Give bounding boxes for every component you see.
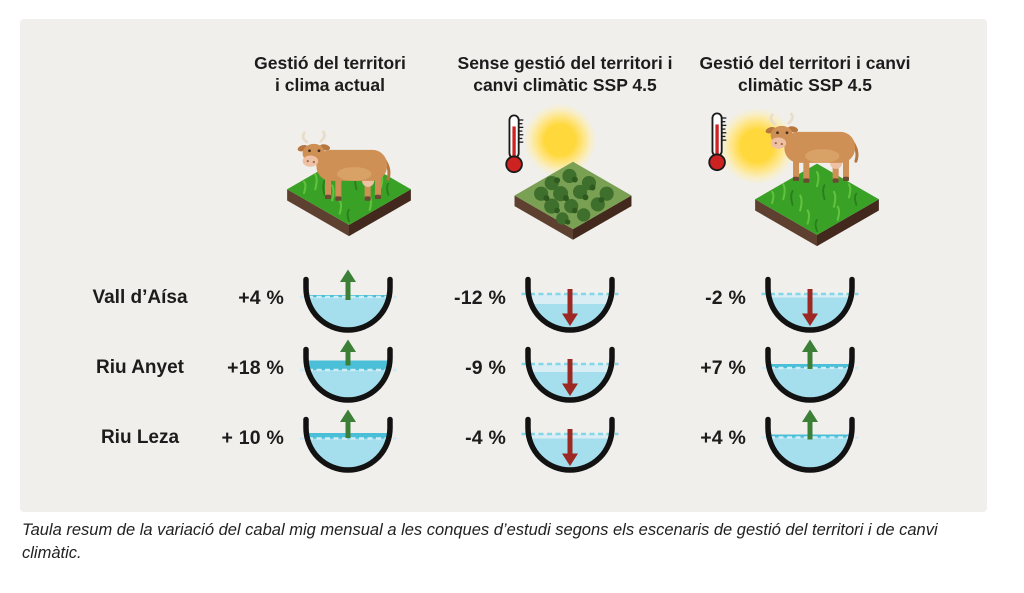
scenario-panel: [20, 19, 987, 512]
water-bowl-icon: [299, 409, 397, 473]
arrow-up-icon: [802, 409, 818, 422]
arrow-up-icon: [802, 339, 818, 352]
scenario-icon-no-management-ssp45: [465, 100, 685, 250]
value-label: -9 %: [465, 357, 506, 379]
value-label: -2 %: [705, 287, 746, 309]
shrubland-plot-icon: [514, 161, 632, 240]
water-bowl-icon: [761, 276, 859, 333]
table-row: Riu Leza + 10 % -4 % +4 %: [0, 407, 1024, 477]
arrow-down-icon: [802, 313, 818, 326]
value-label: +4 %: [700, 427, 746, 449]
arrow-up-icon: [340, 339, 356, 352]
table-row: Vall d’Aísa +4 % -12 % -2 %: [0, 267, 1024, 337]
arrow-down-icon: [562, 383, 578, 396]
water-bowl-icon: [761, 339, 859, 403]
value-label: +7 %: [700, 357, 746, 379]
grass-plot-icon: [755, 163, 879, 247]
arrow-down-icon: [562, 313, 578, 326]
water-bowl-icon: [521, 276, 619, 333]
scenario-icon-current-climate: [280, 108, 480, 248]
water-bowl-icon: [761, 409, 859, 473]
row-label: Riu Leza: [100, 427, 180, 448]
column-header-current-climate: Gestió del territori i clima actual: [254, 53, 406, 96]
water-bowl-icon: [299, 339, 397, 403]
table-row: Riu Anyet +18 % -9 % +7 %: [0, 337, 1024, 407]
thermometer-icon: [505, 114, 524, 174]
value-label: -4 %: [465, 427, 506, 449]
water-bowl-icon: [299, 269, 397, 333]
column-header-management-ssp45: Gestió del territori i canvi climàtic SS…: [699, 53, 911, 96]
water-bowl-icon: [521, 346, 619, 403]
value-label: + 10 %: [221, 427, 284, 449]
value-label: +4 %: [238, 287, 284, 309]
water-bowl-icon: [521, 416, 619, 473]
value-label: +18 %: [227, 357, 284, 379]
row-label: Vall d’Aísa: [92, 287, 188, 308]
thermometer-icon: [708, 112, 727, 172]
sun-icon: [524, 104, 596, 176]
cow-icon: [297, 130, 391, 201]
value-label: -12 %: [454, 287, 506, 309]
arrow-up-icon: [340, 409, 356, 422]
column-header-no-management-ssp45: Sense gestió del territori i canvi climà…: [457, 53, 673, 96]
arrow-down-icon: [562, 453, 578, 466]
figure-caption: Taula resum de la variació del cabal mig…: [22, 521, 938, 562]
scenario-icon-management-ssp45: [700, 100, 920, 250]
row-label: Riu Anyet: [96, 357, 184, 378]
cow-icon: [765, 112, 859, 183]
arrow-up-icon: [340, 269, 356, 282]
